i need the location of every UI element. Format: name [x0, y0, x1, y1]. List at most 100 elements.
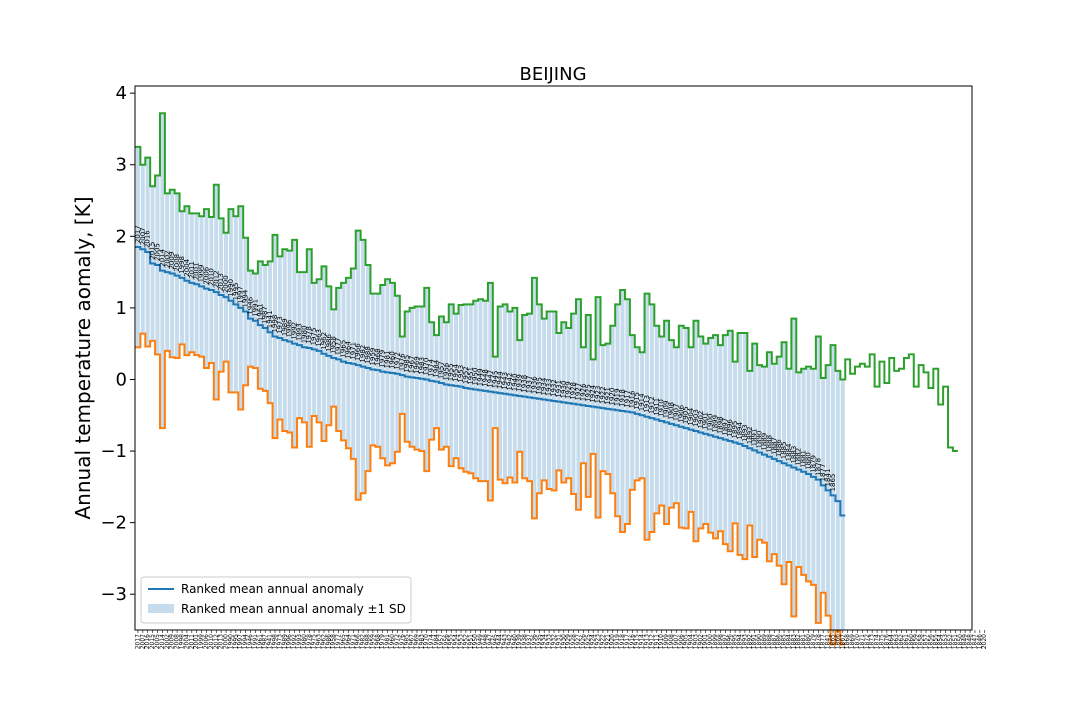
x-tick-label-82: 1935 — [536, 634, 543, 649]
x-tick-label-1: 2007 — [139, 634, 146, 649]
year-label-12: 2001 — [193, 262, 201, 280]
ranked-year-labels: 2017200720162015200520142002200920081998… — [134, 225, 837, 491]
year-label-118: 1899 — [712, 415, 720, 433]
x-tick-label-24: 1991 — [252, 634, 259, 649]
year-label-31: 1996 — [286, 319, 294, 337]
legend-band-label: Ranked mean annual anomaly ±1 SD — [181, 602, 406, 616]
x-tick-label-90: 1927 — [575, 634, 582, 649]
x-tick-label-118: 1899 — [712, 634, 719, 649]
x-tick-label-151: 1874 — [874, 634, 881, 649]
x-tick-label-50: 1979 — [379, 634, 386, 649]
year-label-104: 1913 — [643, 395, 651, 413]
y-tick-label-3: 1 — [116, 298, 127, 319]
year-label-124: 1893 — [741, 424, 749, 442]
x-tick-label-23: 1946 — [247, 634, 254, 649]
x-tick-label-64: 1955 — [448, 634, 455, 649]
x-tick-label-138: 1879 — [810, 634, 817, 649]
x-tick-label-96: 1921 — [604, 634, 611, 649]
legend-box — [140, 576, 412, 624]
x-tick-label-104: 1913 — [644, 634, 651, 649]
year-label-84: 1933 — [545, 378, 553, 396]
year-label-105: 1912 — [648, 396, 656, 414]
x-tick-label-163: 1855 — [932, 634, 939, 649]
year-label-70: 1949 — [477, 368, 485, 386]
x-tick-label-89: 1928 — [570, 634, 577, 649]
year-label-102: 1915 — [633, 392, 641, 410]
x-tick-label-20: 1995 — [232, 634, 239, 649]
x-tick-label-157: 1861 — [903, 634, 910, 649]
sd-band-144 — [840, 379, 845, 630]
legend: Ranked mean annual anomaly Ranked mean a… — [140, 576, 412, 624]
year-label-8: 2008 — [173, 254, 181, 272]
y-axis-label: Annual temperature aomaly, [K] — [71, 196, 95, 519]
year-label-115: 1902 — [697, 411, 705, 429]
year-label-17: 2013 — [217, 273, 225, 291]
x-tick-label-81: 1936 — [531, 634, 538, 649]
x-tick-label-57: 1969 — [413, 634, 420, 649]
year-label-123: 1894 — [736, 422, 744, 440]
year-label-74: 1944 — [496, 371, 504, 389]
year-label-57: 1969 — [413, 356, 421, 374]
x-tick-label-170: 1848 — [967, 634, 974, 649]
plot-area-frame — [134, 85, 973, 631]
year-label-82: 1935 — [535, 377, 543, 395]
year-label-87: 1930 — [560, 381, 568, 399]
year-label-141: 1841 — [824, 469, 832, 487]
x-tick-label-101: 1916 — [629, 634, 636, 649]
year-label-36: 1975 — [310, 328, 318, 346]
x-tick-label-28: 1998 — [272, 634, 279, 649]
year-label-138: 1879 — [809, 455, 817, 473]
x-tick-label-142: 1865 — [830, 634, 837, 649]
year-label-62: 1957 — [437, 361, 445, 379]
year-label-27: 1941 — [266, 310, 274, 328]
year-label-11: 2011 — [188, 261, 196, 279]
x-tick-label-76: 1942 — [506, 634, 513, 649]
year-label-5: 2014 — [158, 248, 166, 266]
year-label-39: 1986 — [325, 333, 333, 351]
x-tick-label-66: 1953 — [458, 634, 465, 649]
year-label-88: 1929 — [565, 381, 573, 399]
x-tick-label-132: 1885 — [781, 634, 788, 649]
x-tick-label-15: 2010 — [208, 634, 215, 649]
year-label-30: 1989 — [281, 318, 289, 336]
year-label-9: 1998 — [178, 256, 186, 274]
x-tick-label-74: 1944 — [497, 634, 504, 649]
x-tick-label-159: 1859 — [913, 634, 920, 649]
x-tick-label-51: 1981 — [384, 634, 391, 649]
x-tick-label-99: 1918 — [619, 634, 626, 649]
year-label-21: 1997 — [237, 286, 245, 304]
year-label-13: 1999 — [198, 265, 206, 283]
x-tick-label-83: 1934 — [541, 634, 548, 649]
x-tick-label-161: 1857 — [923, 634, 930, 649]
x-tick-label-31: 1996 — [286, 634, 293, 649]
year-label-4: 2005 — [154, 243, 162, 261]
x-tick-label-79: 1938 — [521, 634, 528, 649]
year-label-100: 1917 — [623, 390, 631, 408]
year-label-73: 1945 — [491, 371, 499, 389]
x-tick-label-45: 1966 — [355, 634, 362, 649]
year-label-7: 2009 — [168, 252, 176, 270]
x-tick-label-62: 1957 — [438, 634, 445, 649]
x-tick-label-40: 1958 — [330, 634, 337, 649]
year-label-98: 1919 — [614, 388, 622, 406]
x-tick-label-43: 1964 — [345, 634, 352, 649]
year-label-136: 1881 — [800, 450, 808, 468]
y-tick-label-5: −1 — [100, 441, 127, 462]
year-label-67: 1952 — [462, 366, 470, 384]
year-label-44: 1971 — [349, 342, 357, 360]
year-label-96: 1921 — [604, 387, 612, 405]
x-tick-label-84: 1933 — [546, 634, 553, 649]
year-label-41: 1977 — [335, 338, 343, 356]
x-tick-label-127: 1890 — [756, 634, 763, 649]
y-axis-ticks: 4 3 2 1 0 −1 −2 −3 — [100, 83, 135, 605]
year-label-20: 1995 — [232, 282, 240, 300]
x-tick-label-27: 1941 — [267, 634, 274, 649]
year-label-135: 1882 — [795, 448, 803, 466]
year-label-120: 1897 — [721, 418, 729, 436]
year-label-18: 2000 — [222, 275, 230, 293]
year-label-33: 1993 — [295, 323, 303, 341]
x-tick-label-8: 2008 — [174, 634, 181, 649]
x-tick-label-128: 1889 — [761, 634, 768, 649]
year-label-0: 2017 — [134, 225, 142, 243]
